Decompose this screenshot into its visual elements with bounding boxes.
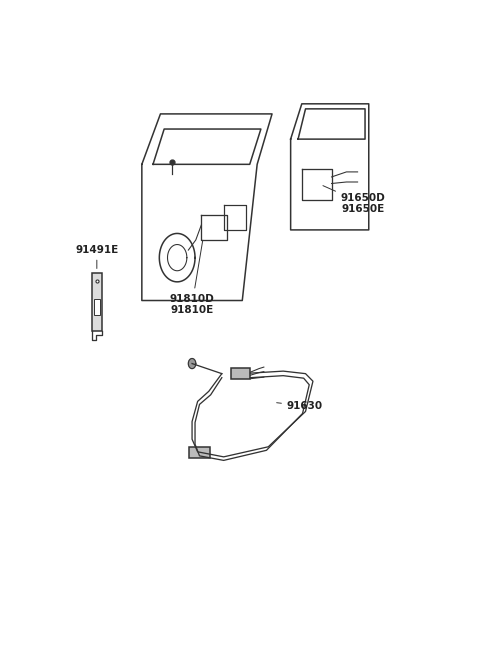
- Polygon shape: [188, 358, 196, 369]
- Bar: [189, 447, 210, 458]
- Bar: [94, 299, 100, 315]
- Text: 91630: 91630: [276, 401, 323, 411]
- Text: 91810D
91810E: 91810D 91810E: [170, 240, 215, 315]
- Text: 91491E: 91491E: [75, 244, 119, 269]
- Bar: [231, 367, 251, 379]
- Bar: [92, 272, 102, 331]
- Text: 91650D
91650E: 91650D 91650E: [323, 185, 385, 214]
